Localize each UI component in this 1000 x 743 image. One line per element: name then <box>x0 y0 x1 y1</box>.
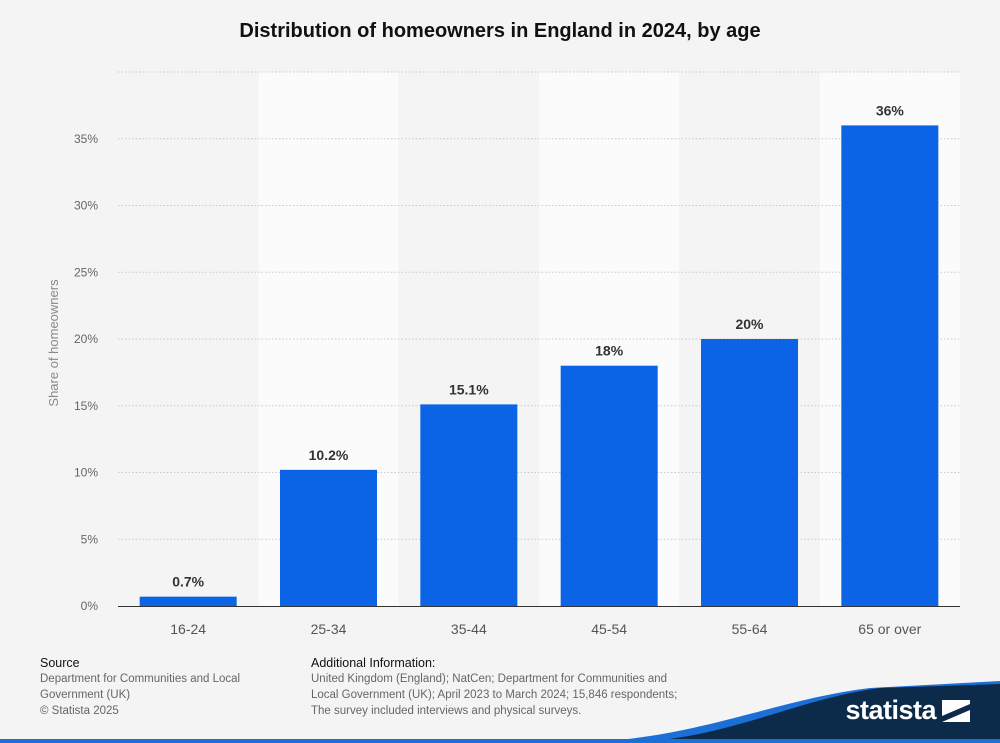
bar-value-label: 20% <box>735 316 764 332</box>
y-tick-label: 35% <box>74 132 98 146</box>
bar-value-label: 15.1% <box>449 381 489 397</box>
bar[interactable] <box>280 469 377 606</box>
bar-value-label: 18% <box>595 343 624 359</box>
additional-info-block: Additional Information: United Kingdom (… <box>311 655 731 719</box>
bar[interactable] <box>560 365 658 606</box>
y-tick-label: 5% <box>81 532 99 546</box>
x-tick-label: 65 or over <box>858 621 921 637</box>
y-tick-label: 15% <box>74 399 98 413</box>
bar[interactable] <box>701 339 798 606</box>
bar[interactable] <box>841 125 939 607</box>
bar-value-label: 0.7% <box>172 574 204 590</box>
y-tick-label: 20% <box>74 332 98 346</box>
y-axis-ticks: 0% 5% 10% 15% 20% 25% 30% 35% <box>74 132 98 613</box>
x-tick-label: 16-24 <box>170 621 206 637</box>
x-tick-label: 45-54 <box>591 621 627 637</box>
additional-info-heading: Additional Information: <box>311 656 436 670</box>
additional-info-line: Local Government (UK); April 2023 to Mar… <box>311 689 678 701</box>
x-tick-label: 35-44 <box>451 621 487 637</box>
bar[interactable] <box>420 404 518 606</box>
source-heading: Source <box>40 656 80 670</box>
x-axis-labels: 16-24 25-34 35-44 45-54 55-64 65 or over <box>170 621 921 637</box>
footer-band <box>0 681 1000 743</box>
bar[interactable] <box>139 596 237 606</box>
bar-value-label: 36% <box>876 102 905 118</box>
x-tick-label: 25-34 <box>311 621 347 637</box>
bars <box>139 125 939 607</box>
y-tick-label: 10% <box>74 466 98 480</box>
bar-value-label: 10.2% <box>309 447 349 463</box>
y-tick-label: 25% <box>74 265 98 279</box>
additional-info-line: United Kingdom (England); NatCen; Depart… <box>311 673 668 685</box>
x-tick-label: 55-64 <box>732 621 768 637</box>
source-line: Government (UK) <box>40 689 131 701</box>
chart-title: Distribution of homeowners in England in… <box>239 20 761 42</box>
statista-logo[interactable]: statista <box>845 695 970 726</box>
footer-dark-wave <box>620 684 1000 743</box>
y-tick-label: 0% <box>81 599 99 613</box>
source-line: Department for Communities and Local <box>40 673 241 685</box>
statista-logo-icon <box>942 699 970 722</box>
source-block: Source Department for Communities and Lo… <box>40 655 280 719</box>
statista-wordmark: statista <box>845 695 936 725</box>
bar-value-labels: 0.7% 10.2% 15.1% 18% 20% 36% <box>172 102 904 589</box>
y-axis-title: Share of homeowners <box>46 279 61 407</box>
y-tick-label: 30% <box>74 199 98 213</box>
gridlines <box>118 71 960 540</box>
copyright-line: © Statista 2025 <box>40 705 119 717</box>
footer-accent-strip <box>0 739 1000 743</box>
additional-info-line: The survey included interviews and physi… <box>311 705 582 717</box>
